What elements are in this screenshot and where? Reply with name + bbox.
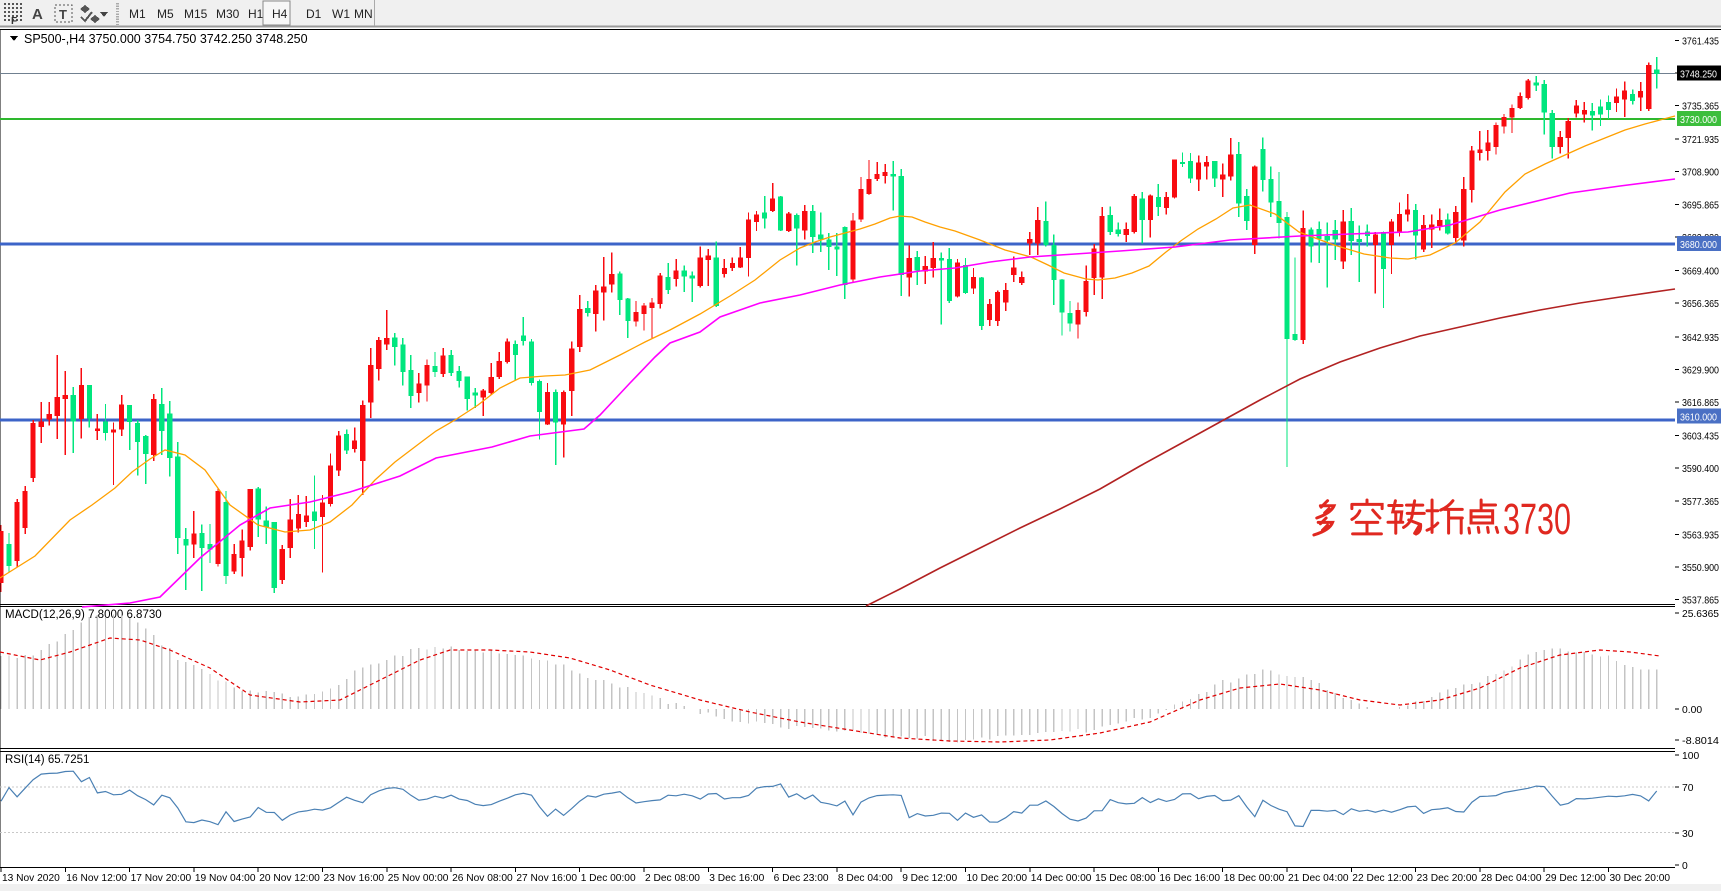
svg-text:0: 0	[1682, 861, 1688, 872]
svg-text:21 Dec 04:00: 21 Dec 04:00	[1288, 873, 1349, 884]
svg-text:3730.000: 3730.000	[1680, 115, 1717, 126]
svg-text:25.6365: 25.6365	[1682, 609, 1719, 620]
svg-text:T: T	[59, 7, 67, 22]
svg-text:3642.935: 3642.935	[1682, 333, 1719, 344]
svg-text:3721.935: 3721.935	[1682, 135, 1719, 146]
svg-text:100: 100	[1682, 751, 1699, 762]
svg-text:3 Dec 16:00: 3 Dec 16:00	[709, 873, 764, 884]
svg-text:70: 70	[1682, 783, 1694, 794]
svg-text:MN: MN	[354, 7, 373, 21]
svg-text:3695.865: 3695.865	[1682, 200, 1719, 211]
svg-text:M30: M30	[216, 7, 240, 21]
svg-text:W1: W1	[332, 7, 350, 21]
svg-text:25 Nov 00:00: 25 Nov 00:00	[388, 873, 449, 884]
svg-text:23 Dec 20:00: 23 Dec 20:00	[1417, 873, 1478, 884]
svg-text:30 Dec 20:00: 30 Dec 20:00	[1610, 873, 1671, 884]
svg-text:3550.900: 3550.900	[1682, 563, 1719, 574]
svg-text:15 Dec 08:00: 15 Dec 08:00	[1095, 873, 1156, 884]
svg-text:26 Nov 08:00: 26 Nov 08:00	[452, 873, 513, 884]
svg-text:3616.865: 3616.865	[1682, 398, 1719, 409]
svg-text:3761.435: 3761.435	[1682, 36, 1719, 47]
svg-text:16 Nov 12:00: 16 Nov 12:00	[66, 873, 127, 884]
svg-text:3735.365: 3735.365	[1682, 102, 1719, 113]
svg-text:H1: H1	[248, 7, 264, 21]
svg-text:SP500-,H4 3750.000 3754.750 3: SP500-,H4 3750.000 3754.750 3742.250 374…	[24, 32, 308, 46]
svg-text:2 Dec 08:00: 2 Dec 08:00	[645, 873, 700, 884]
svg-text:3748.250: 3748.250	[1680, 69, 1717, 80]
svg-text:M5: M5	[157, 7, 174, 21]
svg-text:M15: M15	[184, 7, 208, 21]
svg-text:14 Dec 00:00: 14 Dec 00:00	[1031, 873, 1092, 884]
svg-text:8 Dec 04:00: 8 Dec 04:00	[838, 873, 893, 884]
svg-text:1 Dec 00:00: 1 Dec 00:00	[581, 873, 636, 884]
svg-text:A: A	[32, 6, 43, 23]
svg-text:3610.000: 3610.000	[1680, 413, 1717, 424]
svg-text:3537.865: 3537.865	[1682, 596, 1719, 607]
svg-text:0.00: 0.00	[1682, 705, 1702, 716]
svg-text:3577.365: 3577.365	[1682, 497, 1719, 508]
svg-text:17 Nov 20:00: 17 Nov 20:00	[131, 873, 192, 884]
svg-text:3603.435: 3603.435	[1682, 432, 1719, 443]
svg-text:D1: D1	[306, 7, 322, 21]
svg-text:29 Dec 12:00: 29 Dec 12:00	[1545, 873, 1606, 884]
svg-text:22 Dec 12:00: 22 Dec 12:00	[1352, 873, 1413, 884]
svg-text:MACD(12,26,9) 7.8000 6.8730: MACD(12,26,9) 7.8000 6.8730	[5, 609, 162, 621]
svg-text:27 Nov 16:00: 27 Nov 16:00	[516, 873, 577, 884]
svg-text:M1: M1	[129, 7, 146, 21]
svg-text:F: F	[11, 16, 17, 27]
svg-text:RSI(14) 65.7251: RSI(14) 65.7251	[5, 754, 89, 766]
svg-text:3669.400: 3669.400	[1682, 267, 1719, 278]
svg-text:30: 30	[1682, 829, 1694, 840]
svg-text:3563.935: 3563.935	[1682, 530, 1719, 541]
svg-text:13 Nov 2020: 13 Nov 2020	[2, 873, 60, 884]
svg-text:-8.8014: -8.8014	[1682, 736, 1719, 747]
svg-text:28 Dec 04:00: 28 Dec 04:00	[1481, 873, 1542, 884]
svg-text:3708.900: 3708.900	[1682, 168, 1719, 179]
svg-text:10 Dec 20:00: 10 Dec 20:00	[967, 873, 1028, 884]
svg-text:3656.365: 3656.365	[1682, 299, 1719, 310]
svg-text:3680.000: 3680.000	[1680, 240, 1717, 251]
svg-text:18 Dec 00:00: 18 Dec 00:00	[1224, 873, 1285, 884]
svg-text:16 Dec 16:00: 16 Dec 16:00	[1159, 873, 1220, 884]
svg-text:H4: H4	[272, 7, 288, 21]
svg-text:19 Nov 04:00: 19 Nov 04:00	[195, 873, 256, 884]
svg-text:3590.400: 3590.400	[1682, 464, 1719, 475]
svg-text:9 Dec 12:00: 9 Dec 12:00	[902, 873, 957, 884]
svg-text:3629.900: 3629.900	[1682, 365, 1719, 376]
svg-text:20 Nov 12:00: 20 Nov 12:00	[259, 873, 320, 884]
svg-text:6 Dec 23:00: 6 Dec 23:00	[774, 873, 829, 884]
svg-text:23 Nov 16:00: 23 Nov 16:00	[324, 873, 385, 884]
svg-text:3730: 3730	[1503, 495, 1571, 544]
